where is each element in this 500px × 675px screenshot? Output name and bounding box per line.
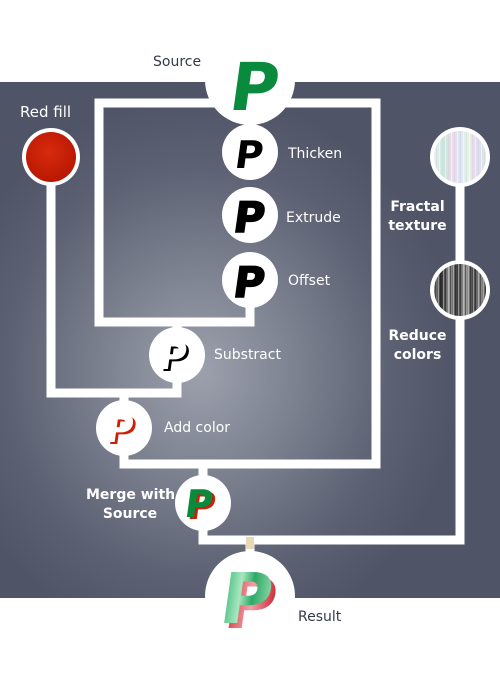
merge-glyph-shadow: P (185, 485, 219, 529)
connector-joint (246, 537, 254, 549)
fractal-texture-label: Fractal texture (380, 198, 455, 236)
substract-label: Substract (214, 347, 281, 363)
connector-red-fill (46, 157, 124, 398)
thicken-node[interactable]: P (222, 124, 278, 180)
result-glyph: P (215, 558, 278, 640)
merge-label: Merge with Source (86, 486, 176, 524)
reduce-label-line2: colors (393, 347, 442, 363)
source-node[interactable]: P (205, 35, 295, 126)
add-color-label: Add color (164, 420, 231, 436)
merge-label-line1: Merge with (86, 487, 176, 503)
fractal-label-line1: Fractal (390, 199, 445, 215)
merge-label-line2: Source (102, 506, 158, 522)
source-label: Source (153, 54, 202, 70)
substract-glyph-shadow: P (159, 337, 193, 381)
merge-glyph: P (182, 483, 216, 527)
offset-node[interactable]: P (222, 252, 278, 308)
red-fill-label: Red fill (20, 103, 72, 121)
extrude-label: Extrude (286, 210, 341, 226)
substract-glyph: P (156, 335, 190, 379)
thicken-label: Thicken (288, 146, 343, 162)
thicken-glyph: P (232, 134, 266, 178)
offset-label: Offset (288, 273, 331, 289)
extrude-glyph: P (231, 193, 269, 242)
result-label: Result (298, 609, 342, 625)
reduce-colors-label: Reduce colors (380, 327, 455, 365)
red-fill-node[interactable] (22, 128, 80, 186)
fractal-texture-node[interactable] (430, 127, 490, 187)
red-fill-swatch (26, 132, 76, 182)
extrude-node[interactable]: P (222, 187, 278, 243)
substract-node[interactable]: P P (149, 327, 205, 383)
source-glyph: P (225, 48, 284, 126)
merge-node[interactable]: P P (175, 475, 231, 531)
add-color-glyph: P (103, 408, 137, 452)
add-color-glyph-shadow: P (105, 410, 139, 454)
result-glyph-shadow: P (220, 563, 283, 645)
reduce-colors-node[interactable] (430, 260, 490, 320)
reduce-label-line1: Reduce (388, 328, 447, 344)
fractal-label-line2: texture (388, 218, 447, 234)
result-node[interactable]: P P (205, 551, 295, 645)
add-color-node[interactable]: P P (96, 400, 152, 456)
